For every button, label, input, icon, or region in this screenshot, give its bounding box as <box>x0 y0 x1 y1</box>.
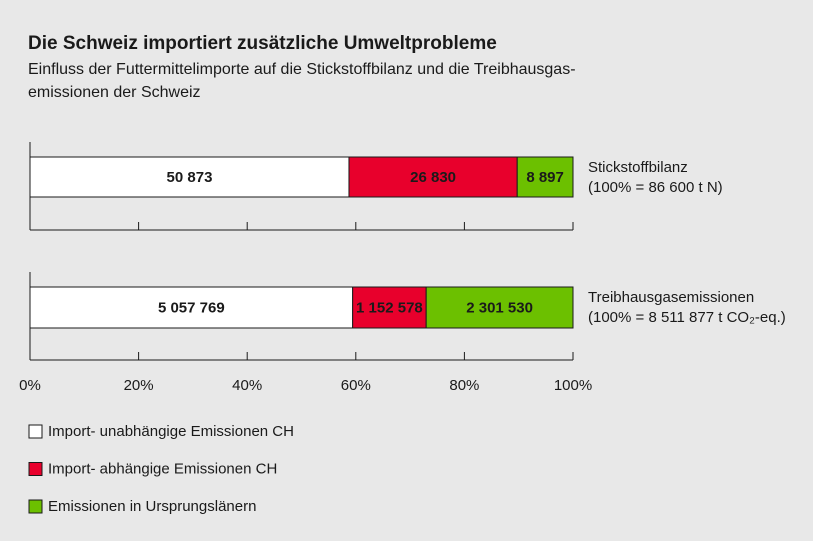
x-tick-label: 60% <box>341 377 371 394</box>
value-label: 26 830 <box>410 169 456 186</box>
value-label: 5 057 769 <box>158 299 225 316</box>
x-tick-label: 100% <box>554 377 592 394</box>
x-tick-label: 0% <box>19 377 41 394</box>
legend-label: Emissionen in Ursprungslänern <box>48 498 256 515</box>
bar-segment <box>29 286 354 329</box>
chart-subtitle: emissionen der Schweiz <box>28 84 201 101</box>
bar-segment <box>352 286 427 329</box>
value-label: 50 873 <box>167 169 213 186</box>
bar-segment <box>425 286 574 329</box>
legend-label: Import- abhängige Emissionen CH <box>48 460 277 477</box>
bar-segment <box>348 156 518 198</box>
x-tick-label: 40% <box>232 377 262 394</box>
legend-swatch <box>28 424 43 439</box>
legend-swatch <box>28 499 43 514</box>
category-label: Stickstoffbilanz <box>588 159 688 176</box>
bar-segment <box>29 156 350 198</box>
bar-segment <box>516 156 574 198</box>
x-tick-label: 20% <box>124 377 154 394</box>
category-label: Treibhausgasemissionen <box>588 289 754 306</box>
category-note: (100% = 86 600 t N) <box>588 179 723 196</box>
category-note: (100% = 8 511 877 t CO₂-eq.) <box>588 309 786 326</box>
chart-subtitle: Einfluss der Futtermittelimporte auf die… <box>28 61 576 78</box>
legend-swatch <box>28 462 43 476</box>
value-label: 2 301 530 <box>466 299 533 316</box>
legend-label: Import- unabhängige Emissionen CH <box>48 423 294 440</box>
value-label: 8 897 <box>526 169 564 186</box>
chart-title: Die Schweiz importiert zusätzliche Umwel… <box>28 33 497 54</box>
x-tick-label: 80% <box>449 377 479 394</box>
value-label: 1 152 578 <box>356 299 423 316</box>
